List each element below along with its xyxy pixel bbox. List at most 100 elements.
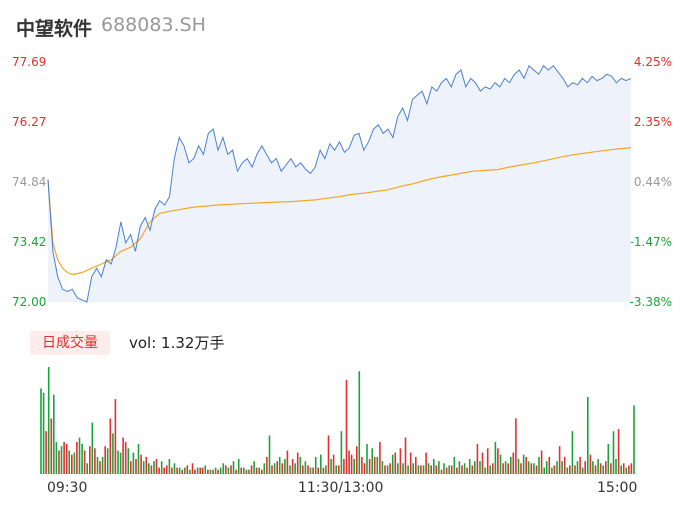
volume-bar <box>132 452 135 474</box>
volume-bar <box>420 465 422 474</box>
volume-bar <box>173 463 176 474</box>
volume-bar <box>150 465 153 474</box>
volume-bar <box>569 465 571 474</box>
volume-bar <box>122 437 124 474</box>
volume-bar <box>548 456 551 474</box>
volume-bar <box>486 448 489 474</box>
volume-bar <box>91 422 94 474</box>
volume-bar <box>96 456 99 474</box>
volume-bar <box>430 465 432 474</box>
volume-bar <box>248 469 250 474</box>
volume-bar <box>630 463 633 474</box>
volume-bar <box>45 431 47 474</box>
volume-bar <box>468 459 471 474</box>
volume-bar <box>124 441 127 474</box>
volume-bar <box>481 452 484 474</box>
volume-bar <box>83 450 86 474</box>
volume-bar <box>191 463 194 474</box>
volume-bar <box>181 469 183 474</box>
volume-bar <box>266 456 268 474</box>
volume-bar <box>476 444 479 474</box>
volume-bar <box>599 463 602 474</box>
pct-tick-bottom: -3.38% <box>629 295 672 309</box>
volume-bar <box>263 463 266 474</box>
volume-bar <box>517 459 520 474</box>
volume-bar <box>65 444 68 474</box>
volume-bar <box>142 461 145 474</box>
volume-bar <box>607 444 610 474</box>
volume-bar <box>353 459 355 474</box>
volume-bar <box>597 459 599 474</box>
volume-bar <box>245 469 248 474</box>
volume-bar <box>605 461 607 474</box>
volume-bar <box>510 456 512 474</box>
volume-bar <box>340 431 343 474</box>
volume-bar <box>515 418 517 474</box>
volume-bar <box>330 459 332 474</box>
volume-bar <box>207 469 209 474</box>
volume-bar <box>502 463 504 474</box>
volume-bar <box>363 463 366 474</box>
volume-bar <box>219 467 222 474</box>
volume-bar <box>425 452 427 474</box>
volume-bar <box>50 418 53 474</box>
volume-badge[interactable]: 日成交量 <box>30 331 110 355</box>
volume-bar <box>551 467 553 474</box>
volume-bar <box>168 459 171 474</box>
volume-bar <box>499 454 502 474</box>
volume-bar <box>253 461 255 474</box>
volume-bar <box>109 418 112 474</box>
volume-bar <box>566 467 569 474</box>
volume-bar <box>556 461 558 474</box>
volume-bar <box>592 461 594 474</box>
volume-bar <box>602 465 604 474</box>
volume-bar <box>384 465 386 474</box>
volume-bar <box>243 467 245 474</box>
volume-bar <box>320 454 322 474</box>
volume-bar <box>307 465 309 474</box>
volume-bar <box>492 463 494 474</box>
volume-bar <box>543 467 545 474</box>
volume-bar <box>296 452 299 474</box>
volume-bar <box>86 463 88 474</box>
volume-bar <box>237 459 240 474</box>
volume-bar <box>489 465 491 474</box>
volume-bar <box>304 461 307 474</box>
volume-bar <box>176 467 178 474</box>
volume-bar <box>204 465 207 474</box>
volume-bar <box>212 469 214 474</box>
volume-bar <box>148 463 150 474</box>
volume-bar <box>94 448 96 474</box>
volume-bar <box>250 465 253 474</box>
pct-tick-top: 4.25% <box>633 55 672 69</box>
volume-bar <box>345 379 348 474</box>
volume-bar <box>76 441 78 474</box>
volume-bar <box>232 461 235 474</box>
volume-bar <box>625 467 628 474</box>
volume-bar <box>104 446 106 474</box>
volume-bar <box>53 394 55 474</box>
volume-bar <box>615 459 617 474</box>
volume-bar <box>563 456 566 474</box>
volume-bar <box>445 467 448 474</box>
volume-bar <box>140 454 142 474</box>
volume-bar <box>450 465 453 474</box>
volume-bar <box>571 431 574 474</box>
volume-bar <box>553 465 556 474</box>
volume-bar <box>535 465 538 474</box>
volume-bar <box>561 461 563 474</box>
volume-bar <box>381 461 384 474</box>
volume-bar <box>235 469 237 474</box>
volume-bar <box>186 465 189 474</box>
volume-bar <box>214 467 217 474</box>
price-tick-bottom: 72.00 <box>12 295 47 309</box>
volume-bar <box>343 459 345 474</box>
volume-bar <box>466 467 468 474</box>
volume-bar <box>189 469 191 474</box>
volume-bar <box>158 467 160 474</box>
price-tick-mid: 74.84 <box>12 175 47 189</box>
volume-bar <box>461 465 463 474</box>
volume-bar <box>366 444 368 474</box>
stock-code: 688083.SH <box>101 14 206 36</box>
volume-bar <box>545 461 548 474</box>
